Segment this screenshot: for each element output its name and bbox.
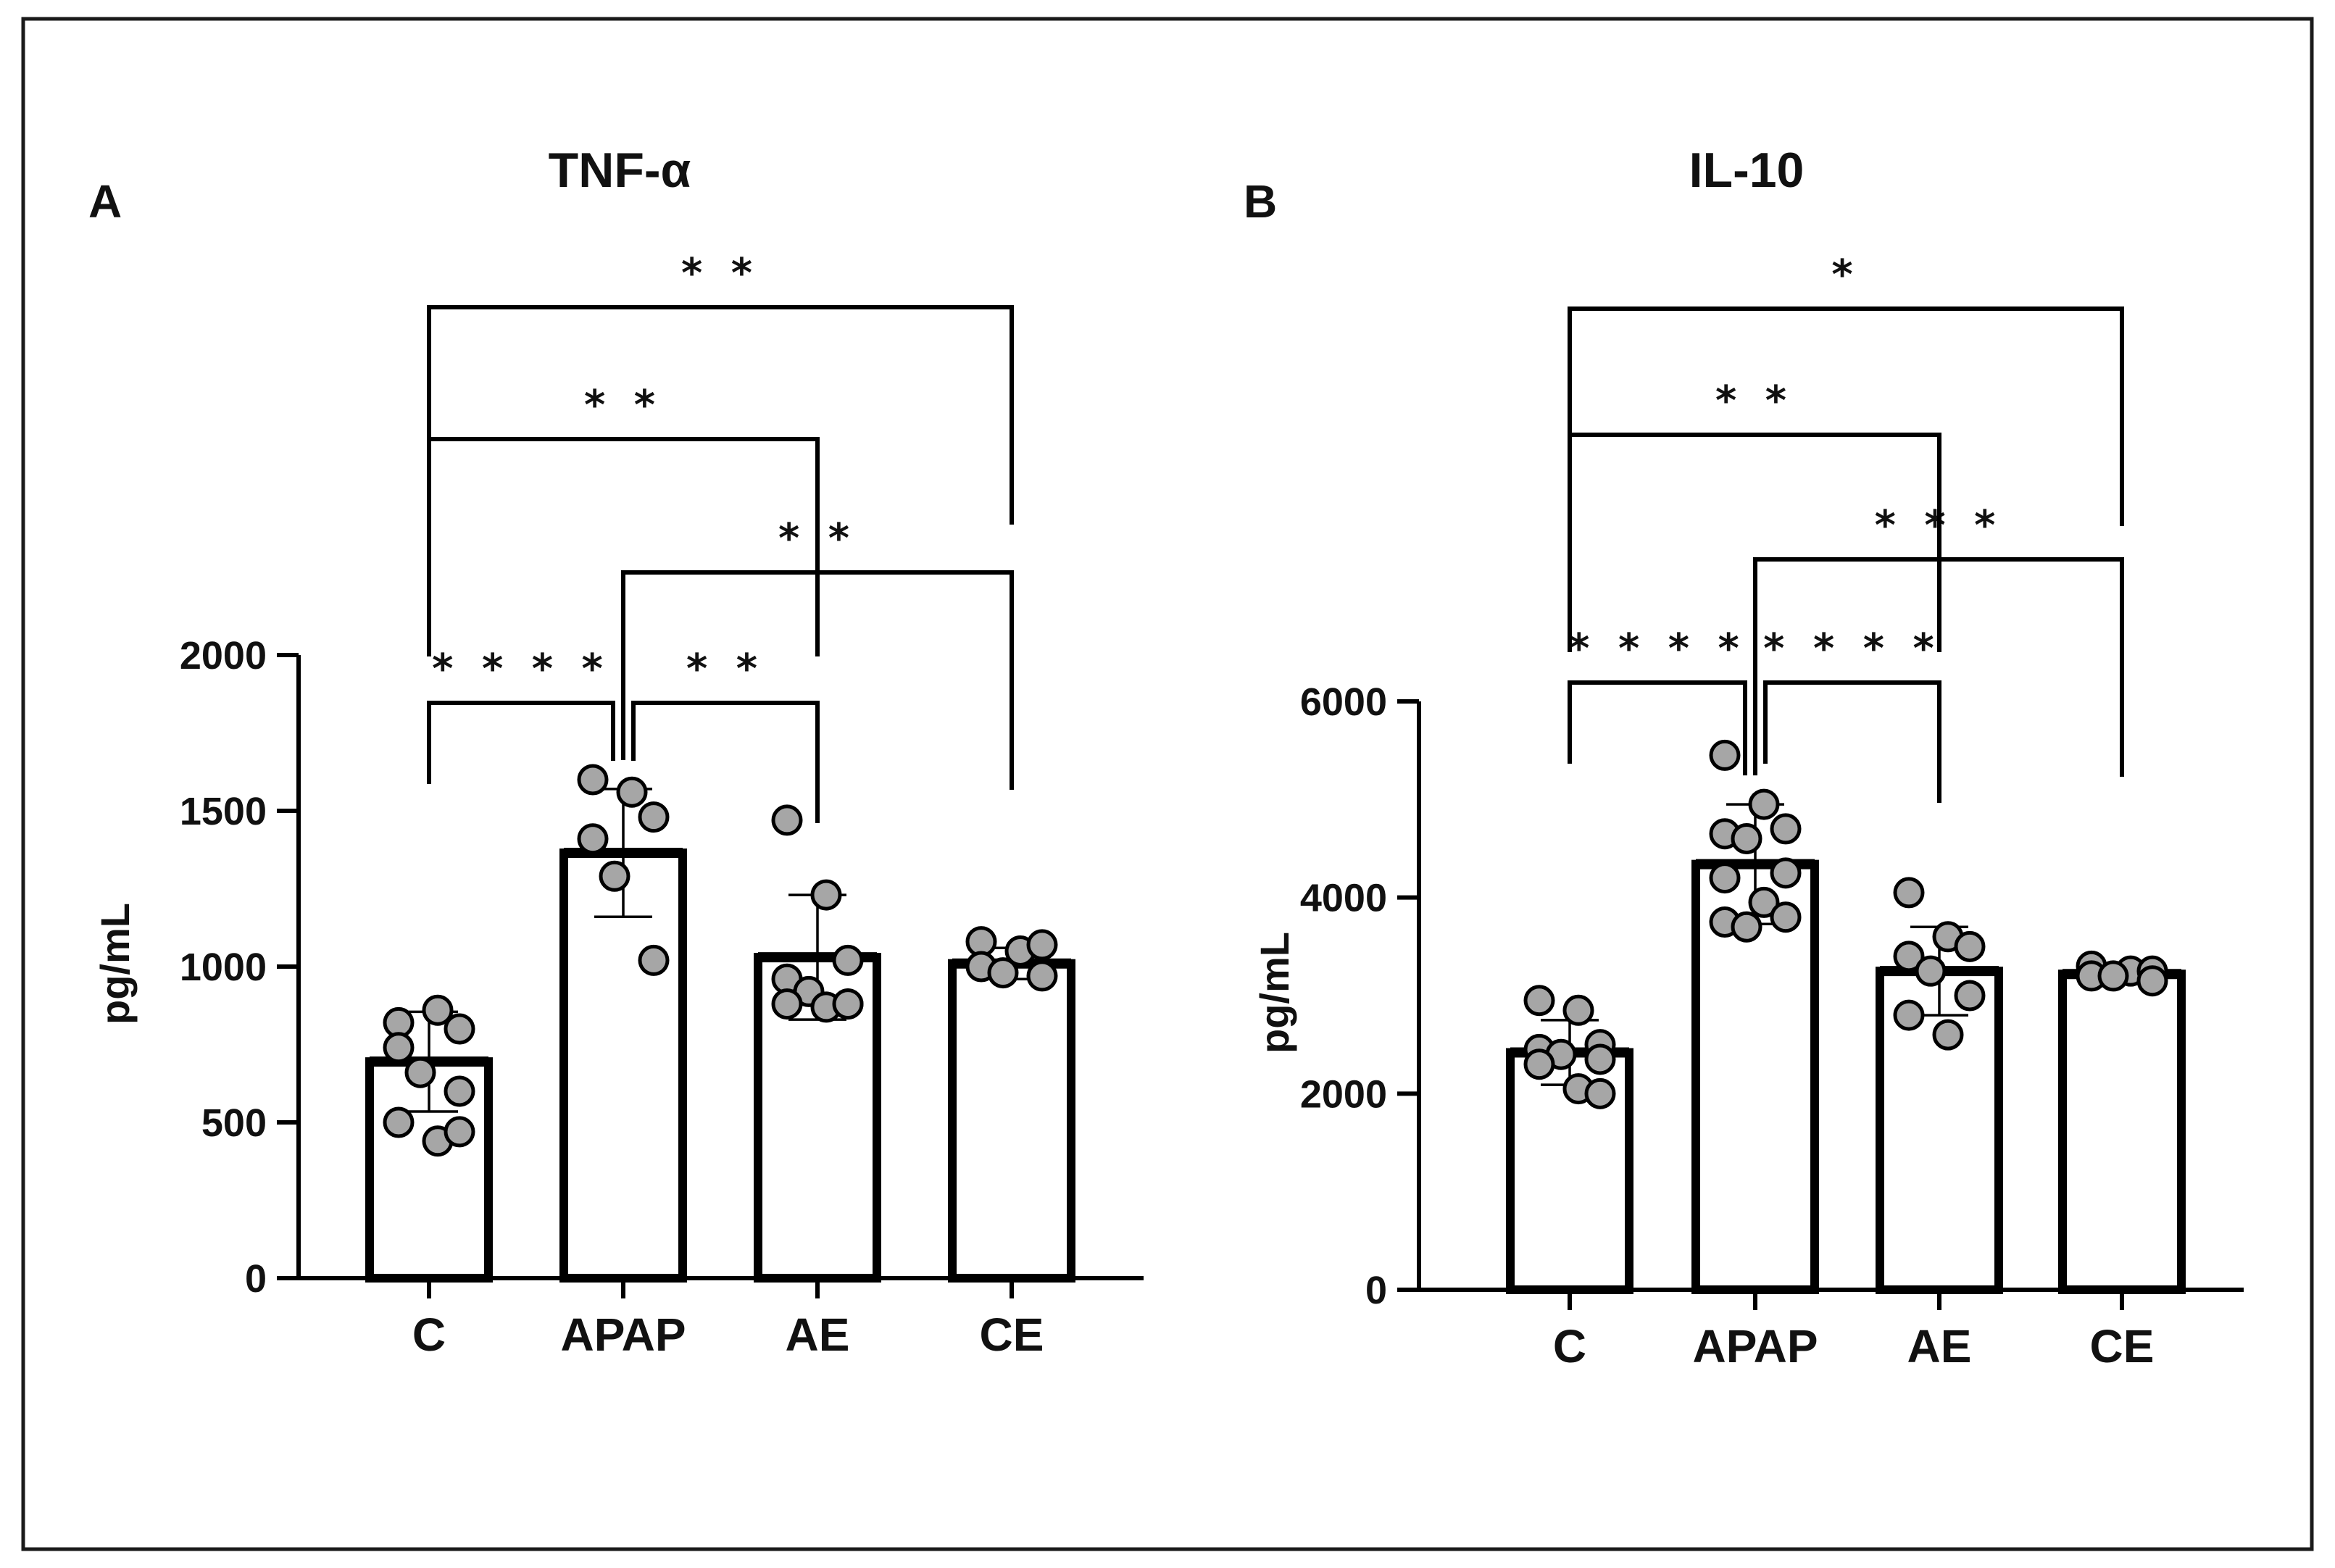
category-label: CE [2090, 1320, 2155, 1372]
significance-label: * * [686, 646, 765, 693]
chart-title: IL-10 [1689, 143, 1805, 198]
bar-ce [2058, 969, 2186, 1295]
data-point [771, 988, 803, 1020]
category-label: APAP [560, 1309, 686, 1361]
data-point [1731, 822, 1762, 854]
significance-label: * * * [1875, 502, 2003, 549]
category-label: APAP [1692, 1320, 1818, 1372]
data-point [1954, 980, 1986, 1012]
data-point [1584, 1043, 1616, 1075]
category-label: C [1553, 1320, 1586, 1372]
significance-bracket [1568, 680, 1747, 776]
data-point [832, 944, 864, 976]
significance-bracket [631, 701, 820, 823]
significance-label: * * [681, 250, 759, 297]
y-tick-label: 2000 [1300, 1072, 1387, 1116]
category-label: AE [1907, 1320, 1972, 1372]
y-tick-label: 2000 [180, 634, 267, 677]
panel-letter: B [1244, 175, 1277, 228]
data-point [383, 1032, 415, 1064]
y-tick-label: 1500 [180, 790, 267, 833]
data-point [638, 944, 670, 976]
y-tick-label: 6000 [1300, 680, 1387, 724]
data-point [1932, 1019, 1964, 1051]
significance-bracket [427, 701, 615, 784]
data-point [577, 764, 609, 796]
data-point [810, 879, 842, 911]
data-point [444, 1075, 475, 1107]
data-point [422, 994, 454, 1026]
data-point [1026, 929, 1058, 961]
data-point [1893, 877, 1925, 909]
data-point [1731, 911, 1762, 943]
category-label: AE [786, 1309, 850, 1361]
significance-bracket [427, 305, 1014, 525]
y-axis-label: pg/mL [92, 903, 138, 1025]
y-tick-label: 4000 [1300, 877, 1387, 920]
panel-a-chart: A TNF-α pg/mL 0 500 1000 1500 2000 C APAP AE CE *… [88, 143, 1144, 1361]
data-point [1523, 985, 1555, 1017]
data-point [616, 776, 648, 808]
data-point [771, 804, 803, 836]
data-point [638, 801, 670, 833]
significance-label: * * [1715, 378, 1794, 425]
panel-b-chart: B IL-10 pg/mL 0 2000 4000 6000 C APAP AE CE * * … [1244, 143, 2244, 1372]
data-point [1748, 788, 1780, 820]
y-axis-label: pg/mL [1252, 932, 1297, 1054]
significance-bracket [1763, 680, 1941, 803]
significance-bracket [1568, 306, 2124, 526]
y-tick-label: 500 [201, 1101, 267, 1145]
y-tick-label: 1000 [180, 946, 267, 989]
data-point [1523, 1048, 1555, 1080]
data-point [599, 860, 630, 892]
data-point [577, 823, 609, 855]
data-point [832, 988, 864, 1020]
category-label: CE [980, 1309, 1044, 1361]
significance-bracket [1568, 433, 1941, 652]
data-point [444, 1013, 475, 1045]
chart-marks: 0 500 1000 1500 2000 C APAP AE CE * * * * * * * * * … [180, 250, 1144, 1361]
data-point [1954, 930, 1986, 962]
data-point [1709, 739, 1741, 771]
data-point [1562, 994, 1594, 1026]
significance-label: * * * * [432, 646, 610, 693]
significance-label: * * [778, 515, 857, 562]
data-point [1709, 862, 1741, 894]
data-point [1584, 1077, 1616, 1109]
data-point [1770, 901, 1802, 933]
data-point [2097, 960, 2129, 992]
significance-label: * * [584, 382, 662, 429]
data-point [1748, 886, 1780, 918]
data-point [1915, 955, 1947, 987]
data-point [1770, 857, 1802, 889]
chart-marks: 0 2000 4000 6000 C APAP AE CE * * * * * * * * * * … [1300, 251, 2244, 1372]
data-point [383, 1106, 415, 1138]
significance-bracket [427, 437, 820, 656]
bar-ce [948, 959, 1075, 1283]
data-point [987, 957, 1019, 989]
y-tick-label: 0 [1365, 1269, 1387, 1312]
chart-title: TNF-α [549, 143, 691, 198]
y-tick-label: 0 [245, 1257, 267, 1301]
data-point [1770, 813, 1802, 845]
data-point [1893, 999, 1925, 1031]
data-point [444, 1116, 475, 1148]
panel-letter: A [88, 175, 122, 228]
significance-label: * * * * [1568, 625, 1747, 672]
data-point [1893, 941, 1925, 972]
significance-label: * * * * [1763, 625, 1941, 672]
figure-border [21, 17, 2314, 1551]
category-label: C [412, 1309, 446, 1361]
data-point [404, 1056, 436, 1088]
data-point [2136, 965, 2168, 997]
significance-label: * [1831, 251, 1860, 299]
data-point [1026, 960, 1058, 992]
